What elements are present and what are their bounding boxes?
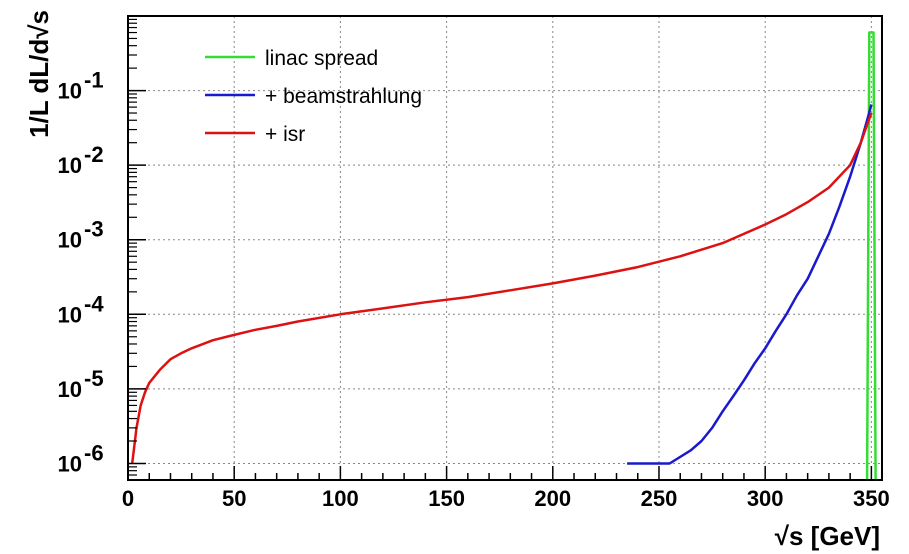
series-layer [132, 33, 875, 481]
x-tick-label: 0 [122, 486, 134, 511]
tick-marks [128, 16, 871, 480]
legend: linac spread + beamstrahlung + isr [205, 47, 422, 146]
plot-frame [128, 16, 882, 480]
y-tick-label: 10 [58, 228, 82, 253]
y-tick-label: 10 [58, 377, 82, 402]
y-tick-label: 10 [58, 79, 82, 104]
grid [128, 16, 882, 480]
y-tick-exponent: -2 [84, 142, 104, 167]
x-tick-label: 150 [428, 486, 465, 511]
legend-label: + isr [265, 123, 305, 146]
x-tick-label: 300 [747, 486, 784, 511]
x-tick-label: 350 [853, 486, 890, 511]
y-tick-label: 10 [58, 302, 82, 327]
y-tick-exponent: -6 [84, 440, 104, 465]
legend-label: linac spread [265, 47, 378, 70]
series-line-beamstrahlung [627, 105, 871, 464]
x-tick-labels: 0 50 100 150 200 250 300 350 [122, 486, 890, 511]
x-tick-label: 250 [641, 486, 678, 511]
y-tick-exponent: -5 [84, 366, 104, 391]
x-axis-title: √s [GeV] [775, 521, 880, 551]
x-tick-label: 50 [222, 486, 246, 511]
y-axis-title: 1/L dL/d√s [24, 10, 54, 138]
y-tick-label: 10 [58, 451, 82, 476]
y-tick-label: 10 [58, 153, 82, 178]
x-tick-label: 200 [534, 486, 571, 511]
y-tick-exponent: -4 [84, 291, 104, 316]
y-tick-labels: 10-610-510-410-310-210-1 [58, 68, 105, 477]
legend-label: + beamstrahlung [265, 85, 422, 108]
y-tick-exponent: -1 [84, 68, 104, 93]
x-tick-label: 100 [322, 486, 359, 511]
y-tick-exponent: -3 [84, 217, 104, 242]
